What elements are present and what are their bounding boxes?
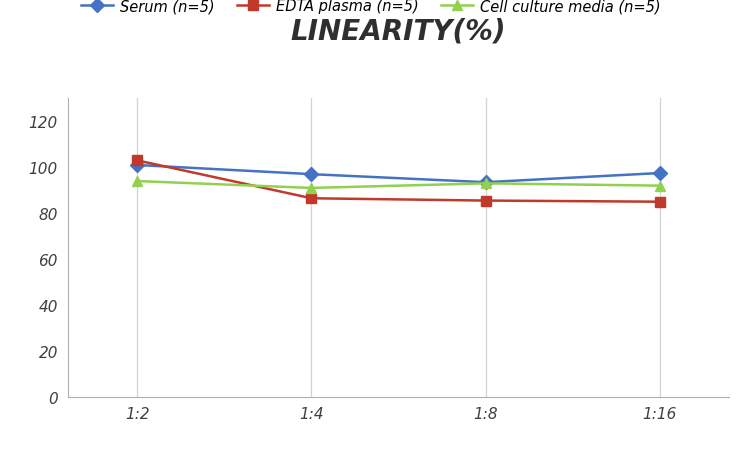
- Serum (n=5): [133, 163, 142, 168]
- Line: Serum (n=5): Serum (n=5): [132, 161, 665, 188]
- Serum (n=5): [481, 180, 490, 185]
- Cell culture media (n=5): [133, 179, 142, 184]
- EDTA plasma (n=5): [481, 198, 490, 204]
- EDTA plasma (n=5): [307, 196, 316, 202]
- Cell culture media (n=5): [481, 181, 490, 187]
- Line: EDTA plasma (n=5): EDTA plasma (n=5): [132, 156, 665, 207]
- EDTA plasma (n=5): [655, 199, 664, 205]
- Cell culture media (n=5): [655, 184, 664, 189]
- Cell culture media (n=5): [307, 186, 316, 191]
- Line: Cell culture media (n=5): Cell culture media (n=5): [132, 177, 665, 193]
- EDTA plasma (n=5): [133, 158, 142, 164]
- Text: LINEARITY(%): LINEARITY(%): [291, 18, 506, 46]
- Legend: Serum (n=5), EDTA plasma (n=5), Cell culture media (n=5): Serum (n=5), EDTA plasma (n=5), Cell cul…: [75, 0, 666, 20]
- Serum (n=5): [655, 171, 664, 176]
- Serum (n=5): [307, 172, 316, 178]
